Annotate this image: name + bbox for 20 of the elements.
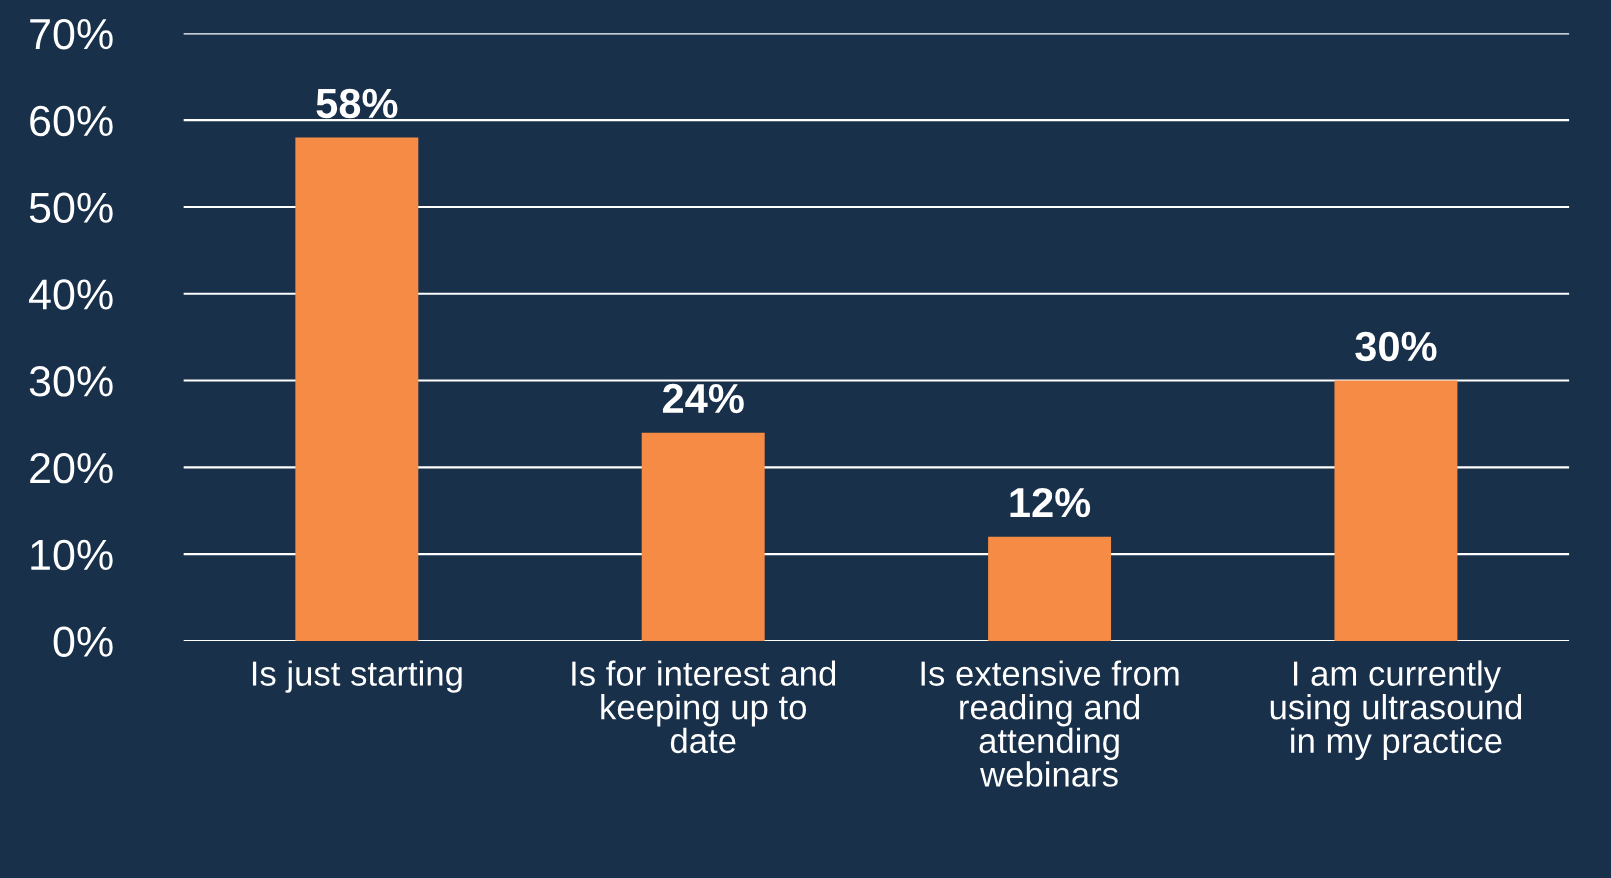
data-label: 58% (316, 88, 398, 119)
data-label: 12% (1010, 487, 1091, 518)
y-tick-label: 70% (30, 18, 113, 50)
y-tick-label: 30% (29, 366, 113, 397)
y-tick-label: 0% (53, 626, 113, 657)
bar (988, 536, 1112, 641)
y-tick-label: 20% (30, 452, 113, 484)
y-tick-label: 40% (29, 279, 113, 310)
x-tick-label: Is for interest and keeping up to date (572, 660, 836, 754)
data-label: 24% (662, 383, 744, 414)
y-tick-label: 10% (31, 539, 113, 571)
y-tick-label: 50% (29, 192, 113, 223)
bar (1334, 380, 1458, 641)
bar (641, 432, 765, 641)
data-label: 30% (1355, 331, 1437, 362)
x-tick-label: I am currently using ultrasound in my practice (1270, 660, 1522, 760)
bar (295, 137, 419, 641)
y-tick-label: 60% (30, 105, 113, 137)
x-tick-label: Is extensive from reading and attending webinars (921, 660, 1179, 787)
x-tick-label: Is just starting (252, 660, 462, 693)
